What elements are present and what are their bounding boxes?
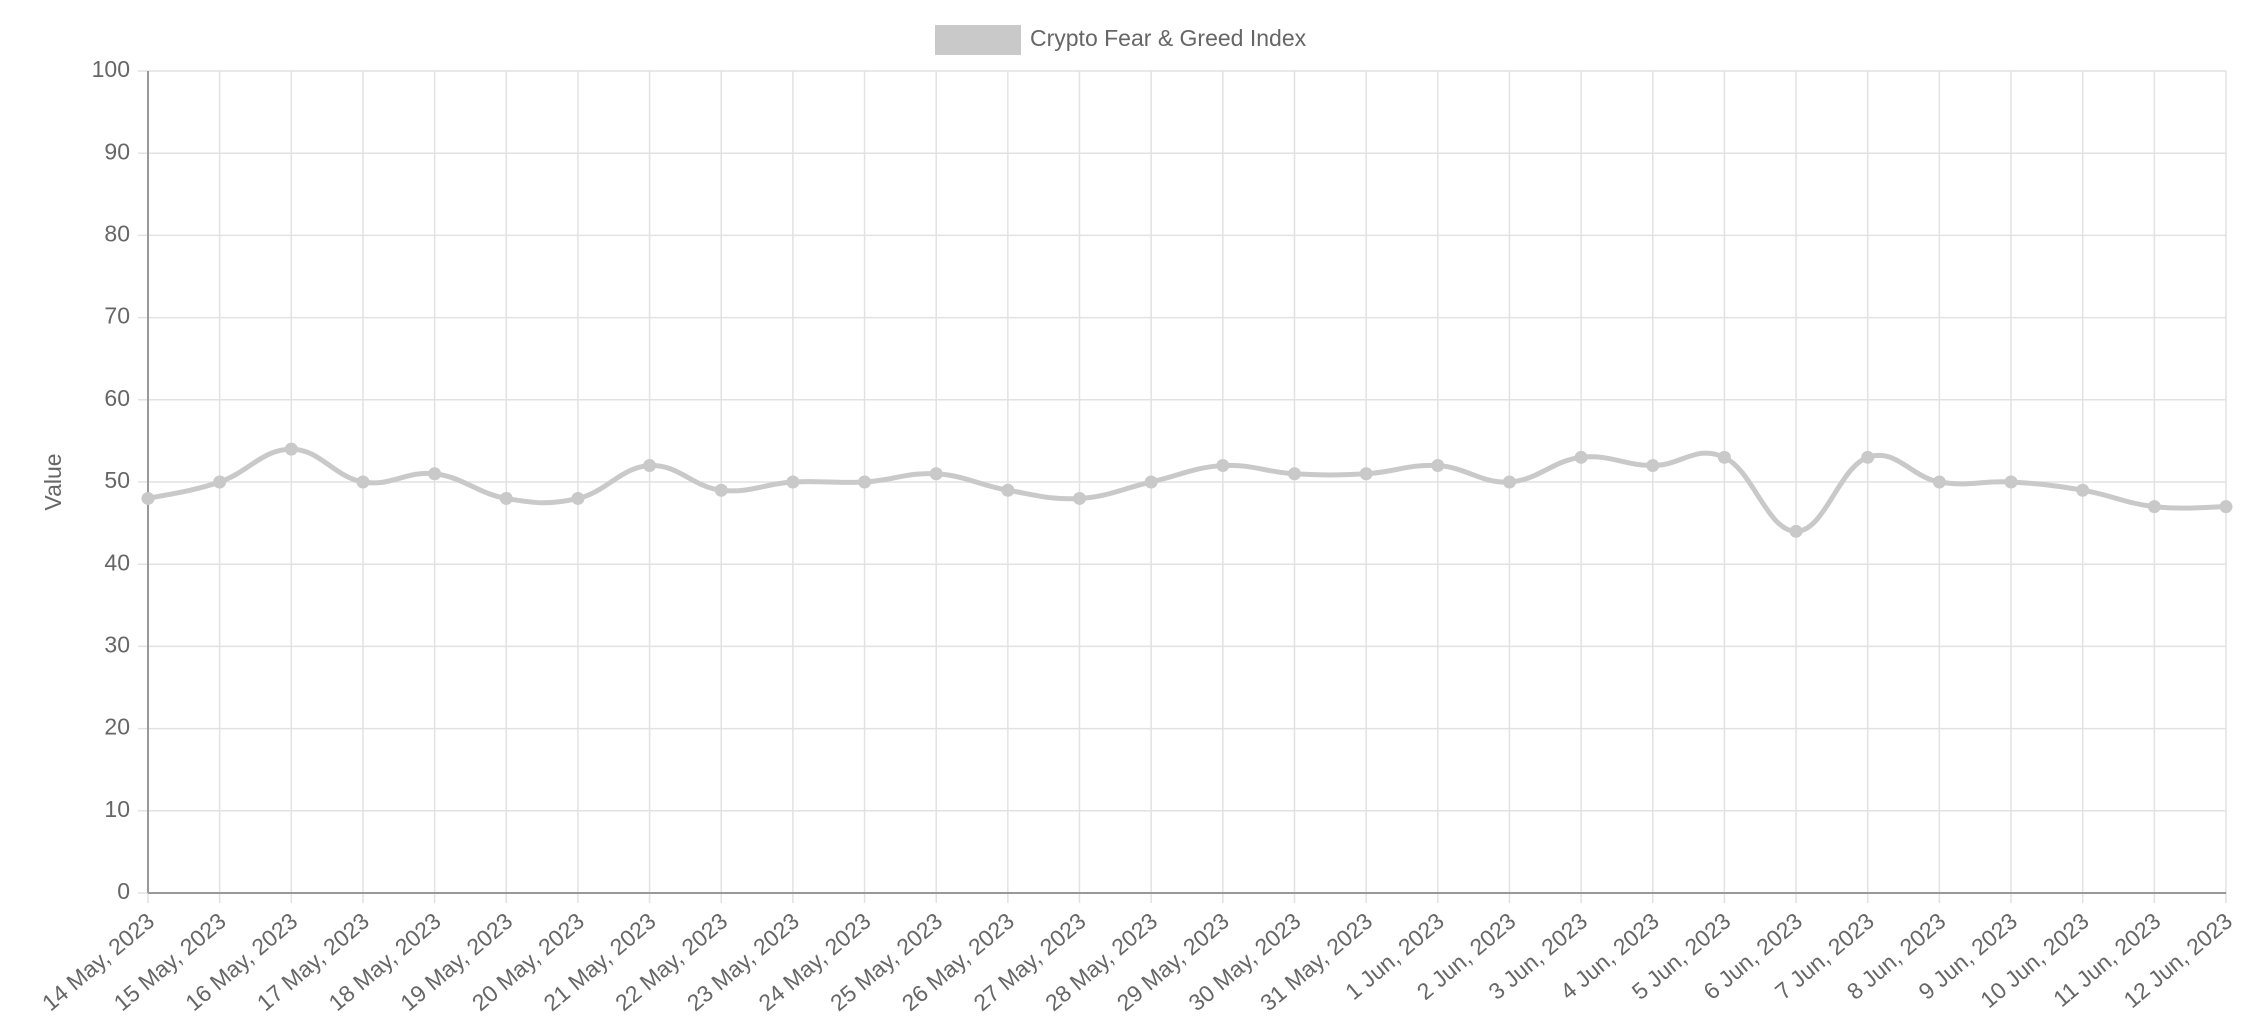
data-point bbox=[929, 467, 943, 481]
data-point bbox=[141, 491, 155, 505]
y-tick-label: 90 bbox=[104, 138, 130, 164]
line-series bbox=[147, 446, 2227, 534]
y-tick-label: 10 bbox=[104, 796, 130, 822]
data-point bbox=[1359, 467, 1373, 481]
legend-label: Crypto Fear & Greed Index bbox=[1030, 25, 1307, 51]
y-tick-label: 100 bbox=[92, 56, 130, 82]
data-point bbox=[1574, 450, 1588, 464]
data-point bbox=[1216, 459, 1230, 473]
legend-swatch bbox=[935, 25, 1021, 55]
y-tick-label: 20 bbox=[104, 714, 130, 740]
data-point bbox=[714, 483, 728, 497]
data-point bbox=[213, 475, 227, 489]
data-point bbox=[356, 475, 370, 489]
data-point bbox=[858, 475, 872, 489]
y-axis-title: Value bbox=[40, 453, 66, 510]
y-tick-label: 30 bbox=[104, 631, 130, 657]
data-point bbox=[2076, 483, 2090, 497]
data-point bbox=[1861, 450, 1875, 464]
data-point bbox=[2147, 500, 2161, 514]
data-point bbox=[428, 467, 442, 481]
data-point bbox=[1001, 483, 1015, 497]
y-tick-label: 60 bbox=[104, 385, 130, 411]
data-point bbox=[1789, 524, 1803, 538]
data-point bbox=[284, 442, 298, 456]
data-point bbox=[1717, 450, 1731, 464]
data-point bbox=[1073, 491, 1087, 505]
y-tick-label: 70 bbox=[104, 303, 130, 329]
data-point bbox=[499, 491, 513, 505]
data-point bbox=[571, 491, 585, 505]
data-point bbox=[786, 475, 800, 489]
data-point bbox=[2219, 500, 2233, 514]
data-point bbox=[1646, 459, 1660, 473]
data-point bbox=[1431, 459, 1445, 473]
data-point bbox=[643, 459, 657, 473]
data-point bbox=[1144, 475, 1158, 489]
data-point bbox=[2004, 475, 2018, 489]
y-tick-label: 40 bbox=[104, 549, 130, 575]
data-point bbox=[1932, 475, 1946, 489]
data-point bbox=[1502, 475, 1516, 489]
data-point bbox=[1287, 467, 1301, 481]
y-tick-label: 0 bbox=[117, 878, 130, 904]
y-tick-label: 80 bbox=[104, 220, 130, 246]
y-tick-label: 50 bbox=[104, 467, 130, 493]
